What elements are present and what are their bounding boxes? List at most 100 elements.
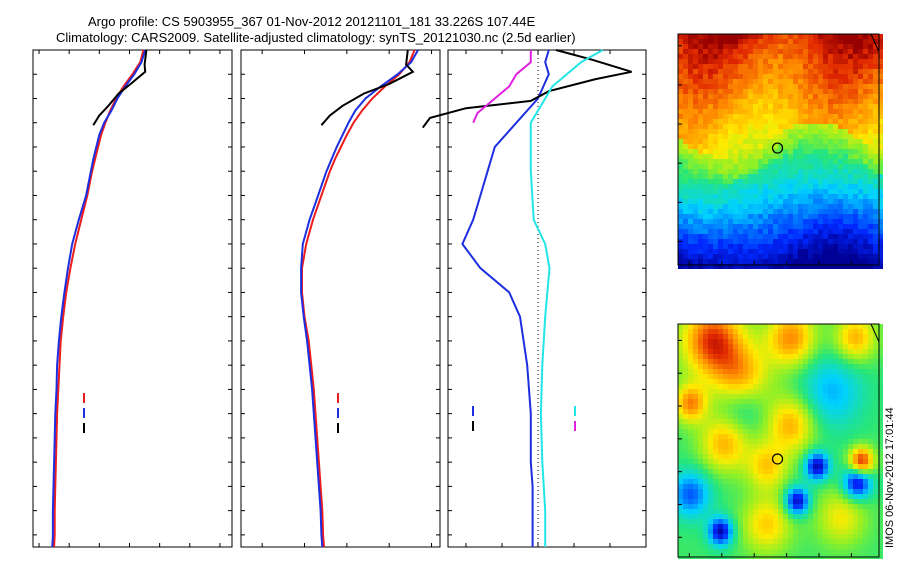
map-cell [803,484,808,489]
map-cell [688,504,693,509]
map-cell [703,39,708,44]
map-cell [868,419,873,424]
map-cell [828,99,833,104]
map-cell [873,434,878,439]
map-cell [873,139,878,144]
map-cell [773,479,778,484]
map-cell [863,44,868,49]
map-cell [838,114,843,119]
map-cell [738,54,743,59]
map-cell [798,39,803,44]
map-cell [688,229,693,234]
map-cell [843,484,848,489]
map-cell [723,414,728,419]
map-cell [838,259,843,264]
map-cell [823,389,828,394]
map-cell [758,504,763,509]
map-cell [783,469,788,474]
map-cell [753,74,758,79]
map-cell [833,134,838,139]
map-cell [683,64,688,69]
map-cell [718,334,723,339]
map-cell [688,129,693,134]
map-cell [723,529,728,534]
map-cell [713,164,718,169]
map-cell [678,489,683,494]
map-cell [838,499,843,504]
map-cell [853,389,858,394]
map-cell [868,94,873,99]
map-cell [713,459,718,464]
map-cell [698,439,703,444]
map-cell [748,144,753,149]
map-cell [753,519,758,524]
map-cell [768,509,773,514]
map-cell [678,434,683,439]
map-cell [763,104,768,109]
map-cell [753,229,758,234]
map-cell [698,249,703,254]
map-cell [678,409,683,414]
map-cell [778,84,783,89]
map-cell [743,179,748,184]
map-cell [728,74,733,79]
map-cell [848,529,853,534]
footer-stamp: IMOS 06-Nov-2012 17:01:44 [884,407,896,548]
map-cell [788,244,793,249]
map-cell [878,424,883,429]
map-cell [868,424,873,429]
map-cell [743,34,748,39]
map-cell [728,334,733,339]
map-cell [768,99,773,104]
map-cell [838,44,843,49]
map-cell [808,154,813,159]
map-cell [808,149,813,154]
map-cell [873,404,878,409]
map-cell [748,109,753,114]
map-cell [863,149,868,154]
map-cell [748,194,753,199]
map-cell [848,34,853,39]
map-cell [803,239,808,244]
map-cell [688,64,693,69]
map-cell [813,444,818,449]
map-cell [703,119,708,124]
map-cell [698,469,703,474]
map-cell [878,249,883,254]
map-cell [748,399,753,404]
map-cell [748,244,753,249]
map-cell [703,494,708,499]
map-cell [843,544,848,549]
map-cell [808,49,813,54]
map-cell [748,184,753,189]
map-cell [703,204,708,209]
map-cell [738,404,743,409]
map-cell [813,254,818,259]
map-cell [713,49,718,54]
map-cell [843,199,848,204]
map-cell [843,164,848,169]
map-cell [783,54,788,59]
map-cell [698,64,703,69]
map-cell [708,374,713,379]
map-cell [733,449,738,454]
map-cell [868,99,873,104]
map-cell [863,204,868,209]
map-cell [718,94,723,99]
map-cell [858,499,863,504]
map-cell [748,249,753,254]
map-cell [678,509,683,514]
map-cell [773,454,778,459]
map-cell [703,354,708,359]
map-cell [778,499,783,504]
map-cell [813,84,818,89]
map-cell [778,549,783,554]
map-cell [698,414,703,419]
map-cell [858,484,863,489]
map-cell [838,244,843,249]
map-cell [688,34,693,39]
map-cell [778,99,783,104]
map-cell [738,249,743,254]
map-cell [793,39,798,44]
map-cell [788,179,793,184]
